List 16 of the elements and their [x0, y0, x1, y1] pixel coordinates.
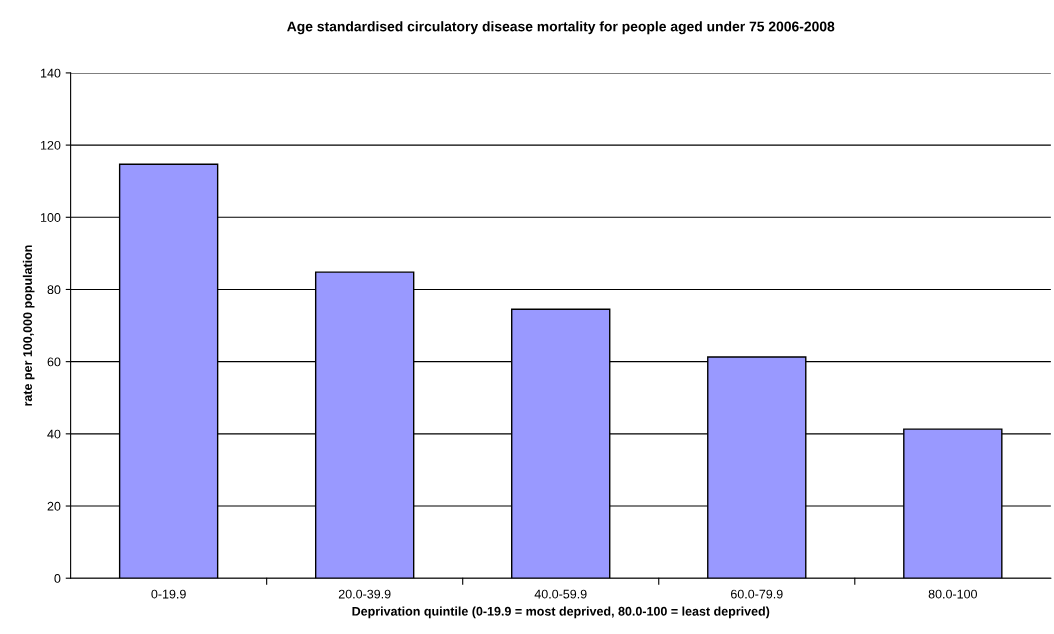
y-tick-label: 80: [47, 285, 61, 295]
x-axis-title: Deprivation quintile (0-19.9 = most deprived, 80.0-100 = least deprived): [352, 606, 770, 619]
y-tick-label: 60: [47, 357, 61, 367]
x-tick-label: 60.0-79.9: [731, 589, 783, 599]
y-tick-label: 120: [41, 140, 61, 150]
x-tick-label: 20.0-39.9: [338, 589, 391, 599]
y-tick-label: 0: [54, 574, 61, 583]
y-tick-label: 140: [41, 68, 61, 78]
chart-title: Age standardised circulatory disease mortality for people aged under 75 2006-2008: [287, 21, 835, 35]
x-tick-label: 40.0-59.9: [534, 589, 587, 599]
x-tick-label: 80.0-100: [928, 589, 977, 599]
y-tick-label: 40: [47, 429, 61, 439]
y-tick-label: 100: [41, 213, 61, 222]
y-axis-title: rate per 100,000 population: [22, 245, 35, 406]
y-tick-label: 20: [47, 501, 61, 511]
x-tick-label: 0-19.9: [151, 589, 186, 599]
